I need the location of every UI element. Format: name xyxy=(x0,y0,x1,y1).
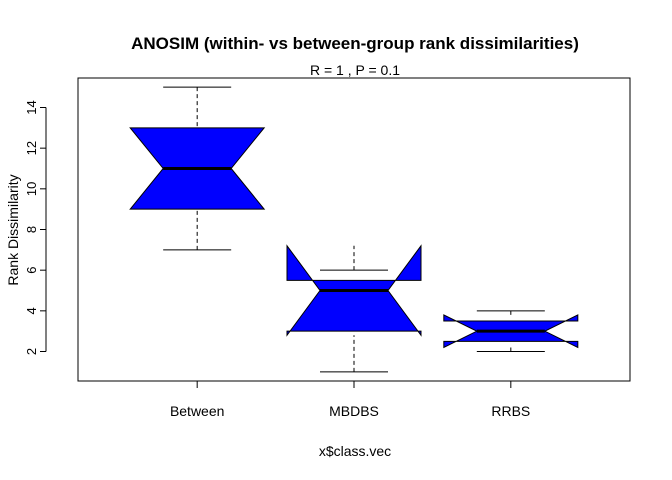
y-axis: 2 4 6 8 10 12 14 xyxy=(24,100,47,355)
box-mbdbs xyxy=(286,244,422,373)
box-rrbs xyxy=(443,310,579,353)
x-tick-label: MBDBS xyxy=(329,403,379,419)
y-axis-label: Rank Dissimilarity xyxy=(5,174,21,285)
x-axis-label: x$class.vec xyxy=(319,443,391,459)
y-tick-label: 2 xyxy=(24,348,39,355)
x-axis: Between MBDBS RRBS xyxy=(170,380,530,419)
y-tick-label: 4 xyxy=(24,307,39,314)
box-between xyxy=(129,86,266,251)
chart-title: ANOSIM (within- vs between-group rank di… xyxy=(131,34,579,53)
x-tick-label: RRBS xyxy=(491,403,530,419)
x-tick-label: Between xyxy=(170,403,224,419)
chart-subtitle: R = 1 , P = 0.1 xyxy=(310,62,400,78)
y-tick-label: 8 xyxy=(24,226,39,233)
y-tick-label: 10 xyxy=(24,182,39,196)
y-tick-label: 14 xyxy=(24,100,39,114)
box-group xyxy=(129,86,579,373)
y-tick-label: 6 xyxy=(24,267,39,274)
y-tick-label: 12 xyxy=(24,141,39,155)
